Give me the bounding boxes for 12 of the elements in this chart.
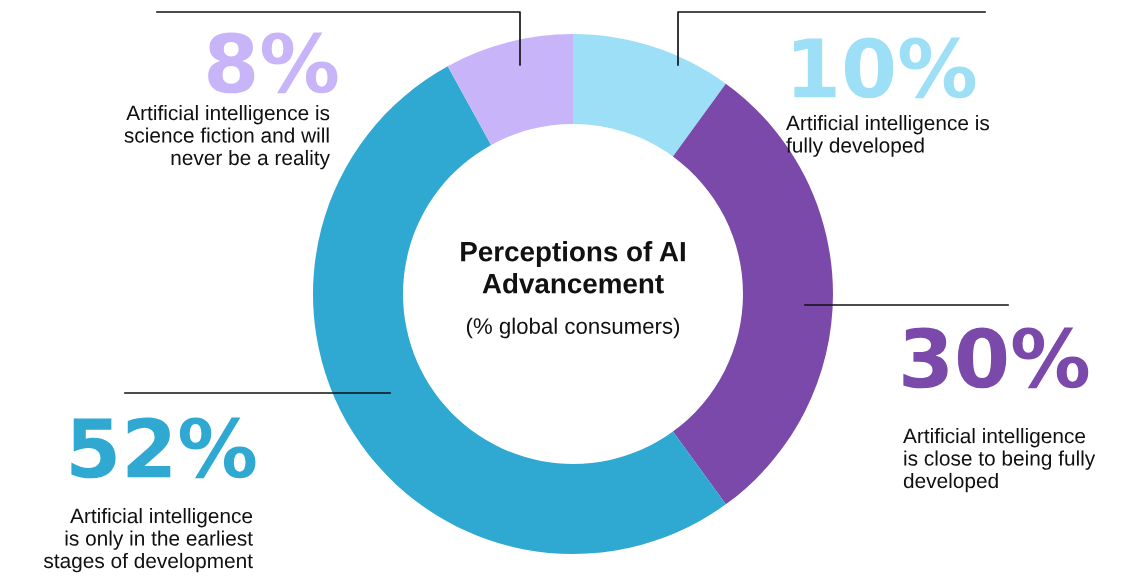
- text: Perceptions of AI Advancement: [461, 241, 685, 294]
- data-label: 30%: [903, 327, 1089, 389]
- slice-label: Artificial intelligence is science fiction and will never be a reality: [124, 105, 330, 170]
- donut-slice: [447, 34, 573, 146]
- slice-label: Artificial intelligence is fully developed: [786, 115, 990, 157]
- slice-label: Artificial intelligence is close to being fully developed: [903, 428, 1096, 493]
- donut-slice: [573, 34, 726, 157]
- slice-label: Artificial intelligence is only in the earliest stages of development: [43, 508, 253, 573]
- data-label: 10%: [794, 37, 976, 99]
- data-label: 8%: [208, 32, 338, 94]
- data-label: 52%: [71, 417, 256, 479]
- text: (% global consumers): [466, 317, 680, 339]
